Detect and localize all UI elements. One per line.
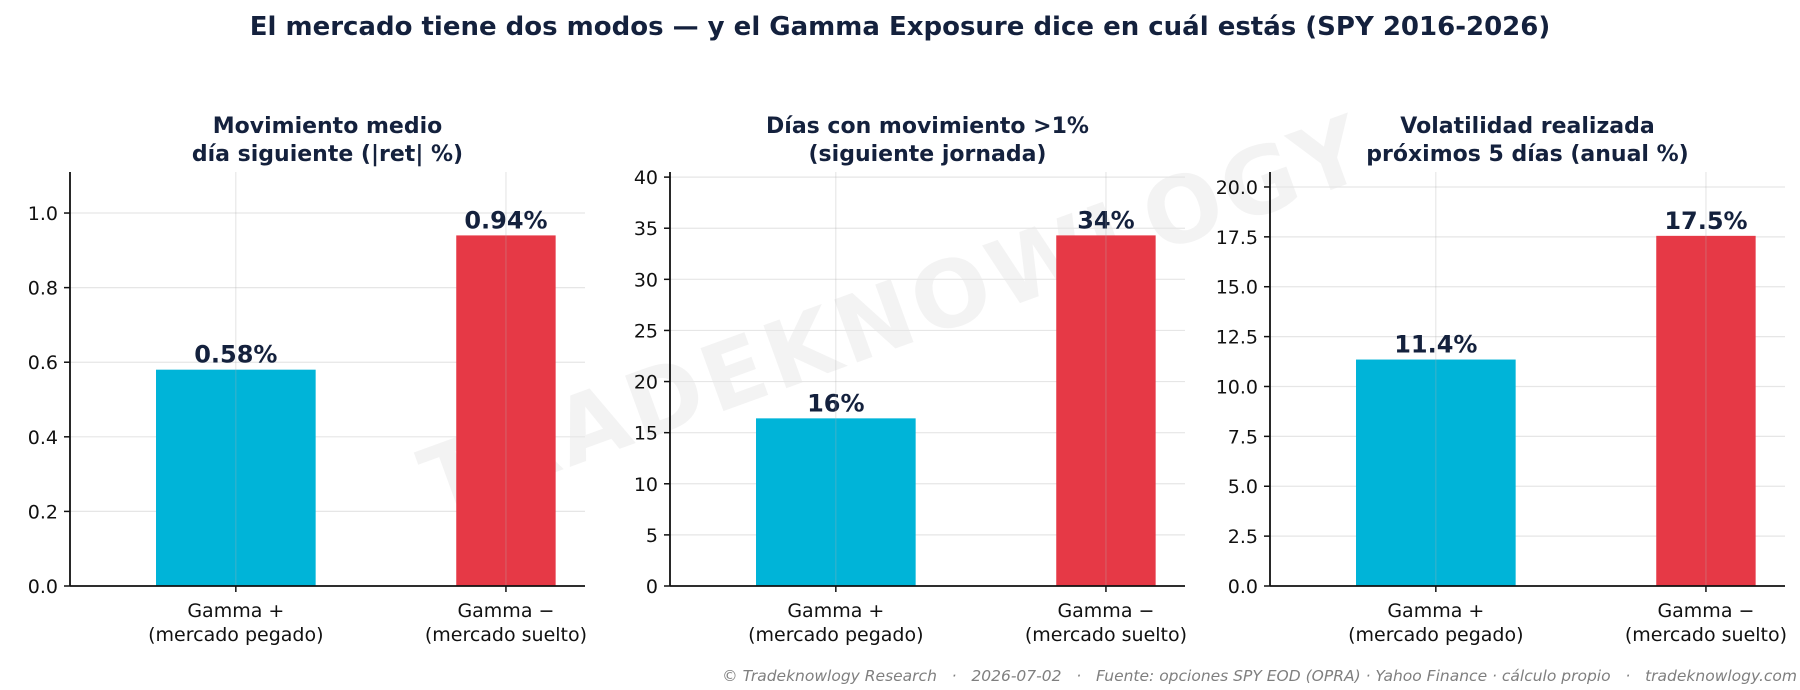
y-tick-label: 0.4 xyxy=(28,427,58,449)
chart-suptitle: El mercado tiene dos modos — y el Gamma … xyxy=(250,12,1551,42)
y-tick-label: 15 xyxy=(634,423,658,445)
y-tick-label: 40 xyxy=(634,167,658,189)
y-tick-label: 7.5 xyxy=(1228,426,1258,448)
chart-panel-1: Movimiento medio día siguiente (|ret| %) 0… xyxy=(28,114,587,646)
y-tick-label: 0 xyxy=(646,576,658,598)
bar-gamma-positive xyxy=(156,369,316,586)
x-tick-label: (mercado suelto) xyxy=(1025,624,1187,646)
bar-value-label: 11.4% xyxy=(1394,331,1477,359)
y-tick-label: 30 xyxy=(634,269,658,291)
y-tick-label: 12.5 xyxy=(1216,327,1258,349)
bar-gamma-negative xyxy=(1656,235,1756,587)
x-tick-label: Gamma − xyxy=(1657,600,1754,622)
y-tick-label: 0.2 xyxy=(28,501,58,523)
y-tick-label: 17.5 xyxy=(1216,227,1258,249)
bar-value-label: 17.5% xyxy=(1664,207,1747,235)
bar-gamma-negative xyxy=(1056,235,1156,586)
chart-panel-2: Días con movimiento >1% (siguiente jornad… xyxy=(634,114,1187,646)
x-tick-label: Gamma + xyxy=(1387,600,1484,622)
panel-title-line: Días con movimiento >1% xyxy=(766,114,1089,139)
y-tick-label: 25 xyxy=(634,320,658,342)
footer-credits: © Tradeknowlogy Research · 2026-07-02 · … xyxy=(722,667,1797,685)
x-tick-label: (mercado suelto) xyxy=(1625,624,1787,646)
x-tick-label: Gamma − xyxy=(457,600,554,622)
bar-value-label: 16% xyxy=(807,389,864,417)
bar-value-label: 0.94% xyxy=(464,206,547,234)
bar-gamma-positive xyxy=(1356,359,1516,586)
panel-title-line: (siguiente jornada) xyxy=(809,142,1047,167)
panel-title-line: Movimiento medio xyxy=(213,114,442,139)
panel-title-line: Volatilidad realizada xyxy=(1400,114,1654,139)
bar-value-label: 0.58% xyxy=(194,341,277,369)
x-tick-label: Gamma + xyxy=(187,600,284,622)
y-tick-label: 0.8 xyxy=(28,278,58,300)
x-tick-label: Gamma + xyxy=(787,600,884,622)
bar-gamma-positive xyxy=(756,418,916,586)
chart-panel-3: Volatilidad realizada próximos 5 días (an… xyxy=(1216,114,1787,646)
chart-panels: Movimiento medio día siguiente (|ret| %) 0… xyxy=(28,114,1787,646)
bar-gamma-negative xyxy=(456,235,556,587)
panel-title-line: próximos 5 días (anual %) xyxy=(1366,142,1688,167)
y-tick-label: 5 xyxy=(646,525,658,547)
y-tick-label: 1.0 xyxy=(28,203,58,225)
y-tick-label: 0.0 xyxy=(28,576,58,598)
y-tick-label: 35 xyxy=(634,218,658,240)
y-tick-label: 20.0 xyxy=(1216,177,1258,199)
x-tick-label: (mercado suelto) xyxy=(425,624,587,646)
panel-title-line: día siguiente (|ret| %) xyxy=(192,142,463,167)
y-tick-label: 15.0 xyxy=(1216,277,1258,299)
x-tick-label: Gamma − xyxy=(1057,600,1154,622)
x-tick-label: (mercado pegado) xyxy=(148,624,323,646)
y-tick-label: 0.6 xyxy=(28,352,58,374)
x-tick-label: (mercado pegado) xyxy=(1348,624,1523,646)
x-tick-label: (mercado pegado) xyxy=(748,624,923,646)
y-tick-label: 10.0 xyxy=(1216,376,1258,398)
y-tick-label: 10 xyxy=(634,474,658,496)
y-tick-label: 2.5 xyxy=(1228,526,1258,548)
y-tick-label: 20 xyxy=(634,372,658,394)
y-tick-label: 5.0 xyxy=(1228,476,1258,498)
y-tick-label: 0.0 xyxy=(1228,576,1258,598)
bar-value-label: 34% xyxy=(1077,206,1134,234)
